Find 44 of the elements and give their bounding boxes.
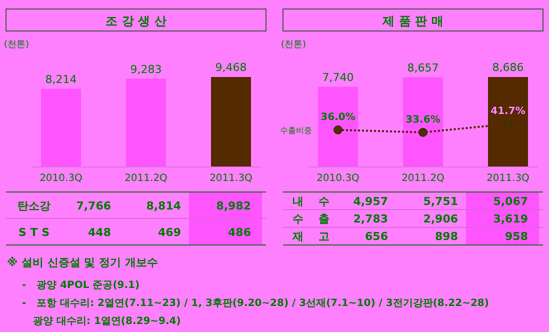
x-tick-label: 2010.3Q xyxy=(316,173,360,184)
text: 수 출 xyxy=(292,212,330,226)
text: - 광양 4POL 준공(9.1) xyxy=(22,280,140,291)
data-label: 8,686 xyxy=(492,61,524,74)
text: 448 xyxy=(88,226,111,239)
chart-title: 제 품 판 매 xyxy=(382,14,444,28)
text: 898 xyxy=(435,230,458,244)
data-label: 8,214 xyxy=(45,72,77,86)
x-tick-label: 2010.3Q xyxy=(40,173,83,184)
data-label: 41.7% xyxy=(490,106,526,117)
text: 5,751 xyxy=(423,194,458,208)
x-tick-label: 2011.2Q xyxy=(124,173,168,184)
data-label: 9,468 xyxy=(215,61,247,74)
text: 재 고 xyxy=(291,230,330,244)
x-tick-label: 2011.3Q xyxy=(486,173,530,184)
text: 4,957 xyxy=(353,194,388,208)
text: 958 xyxy=(505,230,528,244)
text: - 포항 대수리: 2열연(7.11~23) / 1, 3후판(9.20~28) / 3선재(7.1~10) / 3전기강판(8.22~28) xyxy=(22,298,489,309)
text: 탄소강 xyxy=(18,199,50,212)
text: 광양 대수리: 1열연(8.29~9.4) xyxy=(33,316,181,327)
data-label: 7,740 xyxy=(322,70,354,84)
text: ※ 설비 신증설 및 정기 개보수 xyxy=(7,256,158,269)
text: 2,783 xyxy=(353,212,388,226)
text: S T S xyxy=(18,226,50,239)
text: 5,067 xyxy=(493,194,528,208)
text: 7,766 xyxy=(76,199,112,212)
x-tick-label: 2011.2Q xyxy=(402,173,445,184)
text: 8,982 xyxy=(216,199,251,212)
data-label: 9,283 xyxy=(130,62,162,76)
text: 2,906 xyxy=(423,212,458,226)
text: 3,619 xyxy=(493,212,528,226)
data-label: 36.0% xyxy=(320,112,356,123)
chart-title: 조 강 생 산 xyxy=(106,14,166,28)
data-label: 33.6% xyxy=(406,114,440,126)
y-axis-title: (천톤) xyxy=(4,40,30,50)
text: 8,814 xyxy=(146,199,182,212)
text: 656 xyxy=(365,230,388,244)
y-axis-title: (천톤) xyxy=(281,40,306,50)
x-tick-label: 2011.3Q xyxy=(210,173,253,184)
text: 486 xyxy=(228,226,252,239)
text: 내 수 xyxy=(292,194,330,208)
data-label: 8,657 xyxy=(407,61,439,74)
text: 469 xyxy=(158,226,181,239)
text: 수출비중 xyxy=(280,126,312,135)
